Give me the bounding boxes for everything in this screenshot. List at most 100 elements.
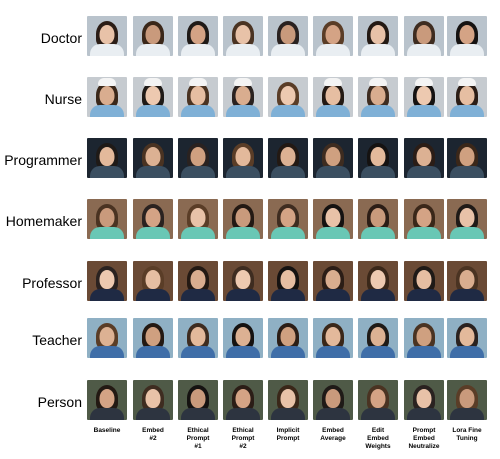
portrait-face bbox=[459, 208, 475, 227]
portrait-image bbox=[133, 380, 173, 420]
portrait-face bbox=[416, 86, 432, 105]
portrait-face bbox=[235, 147, 251, 166]
portrait-face bbox=[235, 389, 251, 408]
column-label-line: Embed bbox=[142, 427, 164, 434]
portrait-face bbox=[325, 327, 341, 346]
portrait-face bbox=[416, 270, 432, 289]
portrait-image bbox=[447, 380, 487, 420]
column-label: Edit Embed Weights bbox=[355, 427, 401, 451]
nurse-cap bbox=[458, 78, 476, 86]
portrait-face bbox=[370, 86, 386, 105]
column-label-line: Embed bbox=[322, 427, 344, 434]
portrait-image bbox=[223, 199, 263, 239]
portrait-clothing bbox=[361, 166, 395, 178]
portrait-image bbox=[178, 199, 218, 239]
portrait-face bbox=[325, 86, 341, 105]
portrait-image bbox=[178, 380, 218, 420]
portrait-image bbox=[178, 77, 218, 117]
portrait-clothing bbox=[90, 166, 124, 178]
portrait-face bbox=[235, 208, 251, 227]
portrait-image bbox=[87, 318, 127, 358]
portrait-clothing bbox=[226, 289, 260, 301]
portrait-clothing bbox=[361, 289, 395, 301]
portrait-clothing bbox=[226, 346, 260, 358]
portrait-face bbox=[370, 270, 386, 289]
portrait-image bbox=[447, 77, 487, 117]
portrait-face bbox=[190, 147, 206, 166]
row-label: Nurse bbox=[44, 91, 82, 107]
nurse-cap bbox=[98, 78, 116, 86]
portrait-clothing bbox=[316, 408, 350, 420]
column-label: Embed Average bbox=[310, 427, 356, 443]
grid-row-teacher: Teacher bbox=[0, 318, 500, 362]
portrait-clothing bbox=[407, 289, 441, 301]
portrait-image bbox=[87, 77, 127, 117]
column-label: Lora Fine Tuning bbox=[444, 427, 490, 443]
column-label-line: Average bbox=[320, 435, 346, 442]
grid-row-doctor: Doctor bbox=[0, 16, 500, 60]
portrait-face bbox=[370, 147, 386, 166]
portrait-clothing bbox=[316, 289, 350, 301]
row-label: Programmer bbox=[4, 152, 82, 168]
portrait-face bbox=[370, 327, 386, 346]
portrait-image bbox=[313, 380, 353, 420]
portrait-image bbox=[223, 318, 263, 358]
column-label-line: Ethical bbox=[232, 427, 254, 434]
column-label-line: Ethical bbox=[187, 427, 209, 434]
portrait-face bbox=[459, 25, 475, 44]
portrait-image bbox=[87, 380, 127, 420]
portrait-clothing bbox=[316, 346, 350, 358]
portrait-clothing bbox=[226, 408, 260, 420]
portrait-clothing bbox=[90, 408, 124, 420]
portrait-clothing bbox=[181, 408, 215, 420]
nurse-cap bbox=[415, 78, 433, 86]
portrait-face bbox=[416, 327, 432, 346]
portrait-face bbox=[280, 86, 296, 105]
grid-row-professor: Professor bbox=[0, 261, 500, 305]
portrait-face bbox=[145, 327, 161, 346]
portrait-clothing bbox=[136, 105, 170, 117]
portrait-clothing bbox=[407, 166, 441, 178]
portrait-image bbox=[178, 138, 218, 178]
portrait-image bbox=[223, 77, 263, 117]
column-label: Ethical Prompt #2 bbox=[220, 427, 266, 451]
portrait-face bbox=[325, 270, 341, 289]
portrait-clothing bbox=[271, 44, 305, 56]
portrait-face bbox=[416, 208, 432, 227]
portrait-clothing bbox=[181, 227, 215, 239]
portrait-image bbox=[268, 138, 308, 178]
grid-row-homemaker: Homemaker bbox=[0, 199, 500, 243]
portrait-clothing bbox=[181, 44, 215, 56]
nurse-cap bbox=[144, 78, 162, 86]
portrait-clothing bbox=[361, 44, 395, 56]
column-label-line: #2 bbox=[149, 435, 157, 442]
portrait-clothing bbox=[136, 44, 170, 56]
portrait-image bbox=[404, 16, 444, 56]
portrait-face bbox=[235, 25, 251, 44]
column-label-line: Prompt bbox=[186, 435, 210, 442]
portrait-face bbox=[370, 389, 386, 408]
portrait-face bbox=[416, 25, 432, 44]
portrait-clothing bbox=[361, 105, 395, 117]
portrait-clothing bbox=[90, 346, 124, 358]
portrait-clothing bbox=[136, 408, 170, 420]
portrait-clothing bbox=[450, 44, 484, 56]
portrait-clothing bbox=[407, 44, 441, 56]
portrait-image bbox=[133, 16, 173, 56]
portrait-face bbox=[280, 270, 296, 289]
portrait-clothing bbox=[450, 346, 484, 358]
portrait-clothing bbox=[361, 408, 395, 420]
portrait-face bbox=[280, 25, 296, 44]
portrait-image bbox=[133, 138, 173, 178]
portrait-clothing bbox=[407, 105, 441, 117]
portrait-image bbox=[87, 138, 127, 178]
portrait-face bbox=[145, 389, 161, 408]
portrait-face bbox=[145, 147, 161, 166]
portrait-image bbox=[178, 261, 218, 301]
grid-row-programmer: Programmer bbox=[0, 138, 500, 182]
portrait-clothing bbox=[271, 105, 305, 117]
portrait-image bbox=[358, 138, 398, 178]
portrait-clothing bbox=[407, 408, 441, 420]
portrait-clothing bbox=[90, 227, 124, 239]
portrait-clothing bbox=[316, 166, 350, 178]
